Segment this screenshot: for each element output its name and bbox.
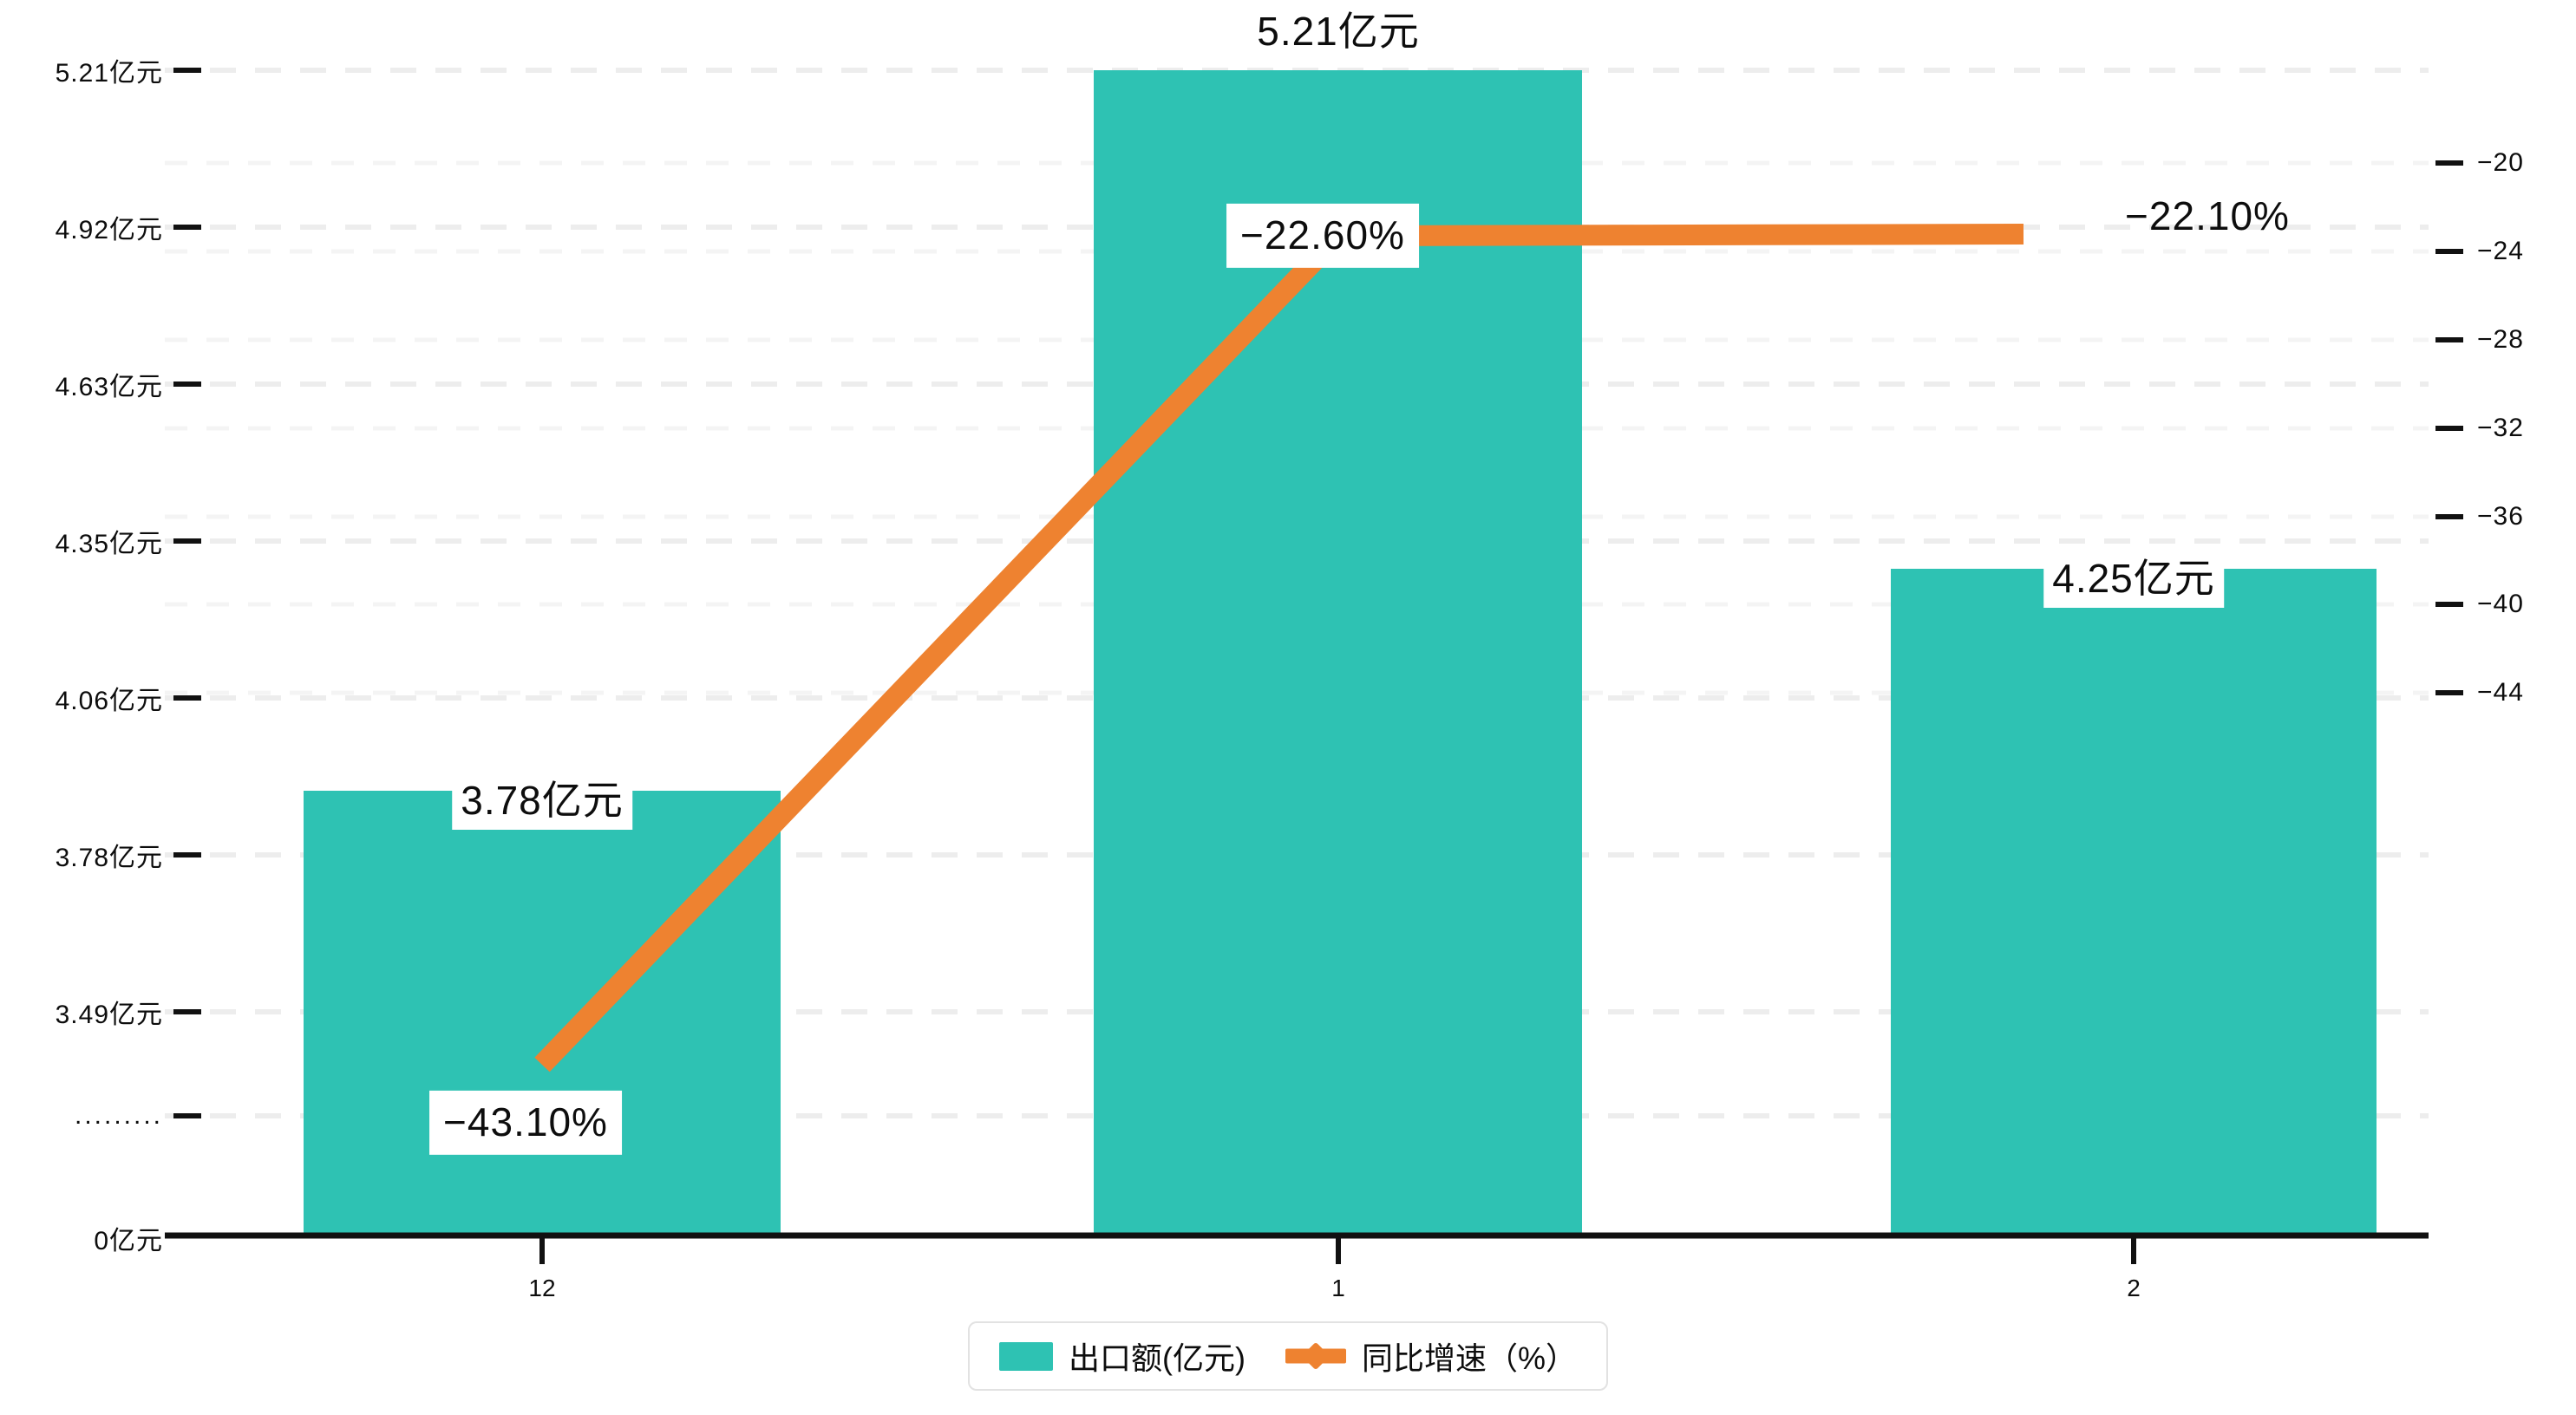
legend-label-export-amount: 出口额(亿元)	[1069, 1340, 1246, 1376]
y-axis-left-tick-0: 5.21亿元	[55, 59, 163, 88]
y-axis-left-tick-4: 4.06亿元	[55, 687, 163, 715]
bar-series	[304, 70, 2377, 1236]
y-axis-left-tick-6: 3.49亿元	[55, 1001, 163, 1029]
line-data-label-1: −22.60%	[1226, 203, 1419, 269]
y-axis-right-tick-5: −40	[2477, 590, 2524, 618]
bar-data-label-2: 4.25亿元	[2043, 552, 2224, 609]
left-axis-ticks	[173, 68, 201, 1118]
legend-label-yoy-growth: 同比增速（%）	[1361, 1340, 1577, 1376]
y-axis-right-tick-0: −20	[2477, 148, 2524, 177]
y-axis-left-tick-3: 4.35亿元	[55, 530, 163, 558]
legend-item-yoy-growth[interactable]: 同比增速（%）	[1285, 1333, 1577, 1379]
y-axis-right-tick-1: −24	[2477, 237, 2524, 265]
x-axis-tick-label-2: 2	[2127, 1275, 2141, 1301]
y-axis-left-tick-1: 4.92亿元	[55, 216, 163, 245]
y-axis-left-tick-2: 4.63亿元	[55, 373, 163, 401]
x-axis-tick-label-1: 1	[1331, 1275, 1345, 1301]
y-axis-right-tick-2: −28	[2477, 325, 2524, 354]
line-data-label-2: −22.10%	[2125, 192, 2290, 238]
x-axis-tick-label-12: 12	[528, 1275, 556, 1301]
y-axis-right-tick-3: −32	[2477, 414, 2524, 442]
x-axis-ticks	[539, 1236, 2136, 1264]
y-axis-left-tick-zero: 0亿元	[94, 1227, 163, 1255]
bar-2	[1891, 569, 2377, 1236]
y-axis-right-tick-6: −44	[2477, 678, 2524, 707]
chart-legend: 出口额(亿元) 同比增速（%）	[968, 1321, 1608, 1391]
y-axis-left-tick-break: .........	[74, 1101, 163, 1130]
bar-data-label-1: 5.21亿元	[1248, 5, 1429, 62]
y-axis-right-tick-4: −36	[2477, 502, 2524, 531]
legend-line-swatch-icon	[1285, 1341, 1346, 1371]
legend-bar-swatch-icon	[999, 1341, 1053, 1371]
line-data-label-12: −43.10%	[429, 1090, 622, 1156]
y-axis-left-tick-5: 3.78亿元	[55, 844, 163, 872]
bar-data-label-12: 3.78亿元	[452, 774, 632, 831]
right-axis-ticks	[2435, 160, 2463, 695]
bar-12	[304, 791, 781, 1236]
legend-item-export-amount[interactable]: 出口额(亿元)	[999, 1333, 1246, 1379]
